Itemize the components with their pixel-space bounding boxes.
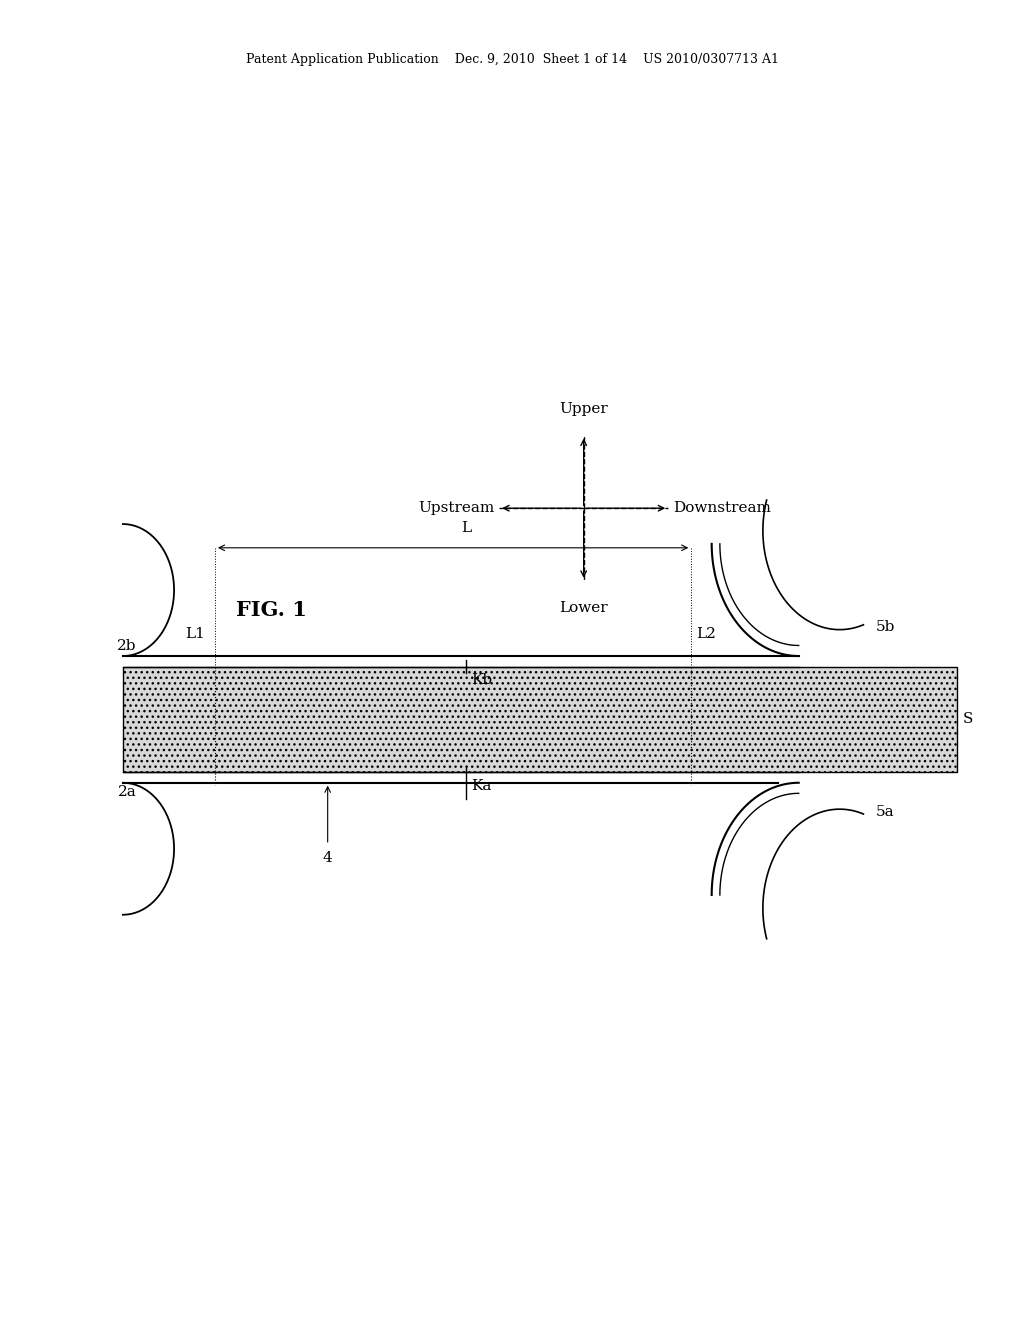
Text: Upper: Upper [559, 401, 608, 416]
Text: 2b: 2b [117, 639, 136, 653]
Text: S: S [963, 713, 973, 726]
Text: Ka: Ka [471, 779, 492, 793]
Text: 5a: 5a [876, 805, 894, 818]
FancyBboxPatch shape [123, 667, 957, 772]
Text: L: L [461, 520, 471, 535]
Text: Downstream: Downstream [674, 502, 771, 515]
Text: Upstream: Upstream [418, 502, 494, 515]
Text: FIG. 1: FIG. 1 [236, 599, 306, 620]
Text: 2a: 2a [118, 785, 136, 800]
Text: L2: L2 [696, 627, 716, 640]
Text: Kb: Kb [471, 673, 493, 688]
Text: 4: 4 [323, 851, 333, 866]
Text: 5b: 5b [876, 620, 895, 634]
Text: Lower: Lower [559, 601, 608, 615]
Text: L1: L1 [185, 627, 205, 640]
Text: Patent Application Publication    Dec. 9, 2010  Sheet 1 of 14    US 2010/0307713: Patent Application Publication Dec. 9, 2… [246, 53, 778, 66]
